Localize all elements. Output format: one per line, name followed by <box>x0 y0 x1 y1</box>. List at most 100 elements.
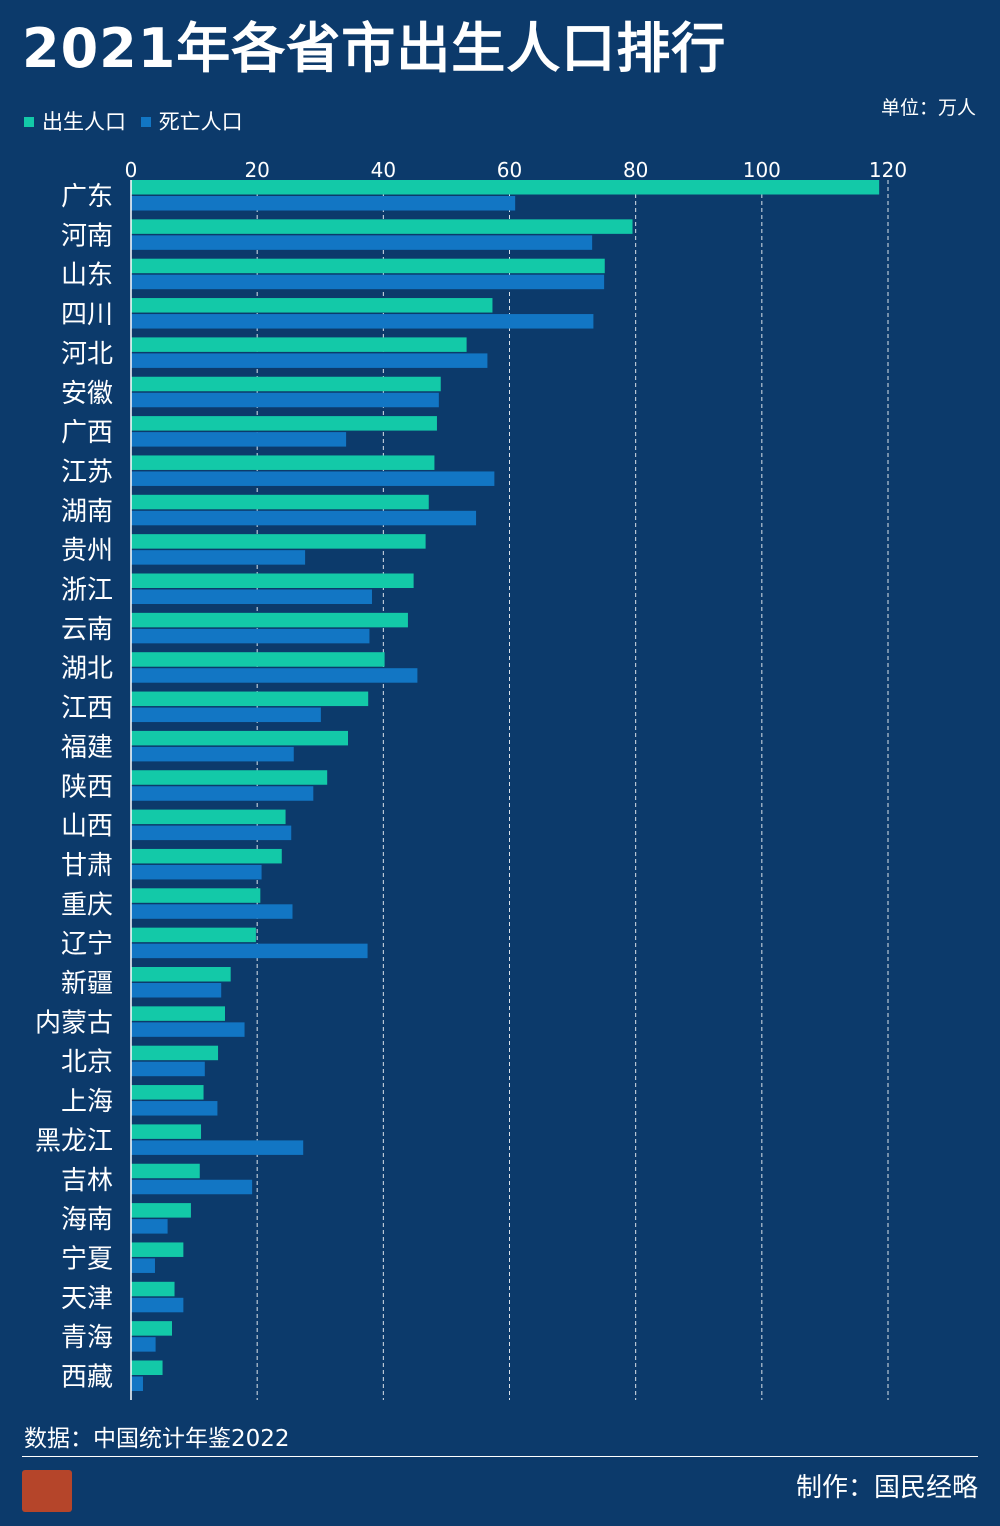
legend-swatch-deaths <box>140 117 151 127</box>
legend-item-deaths: 死亡人口 <box>140 108 243 136</box>
bar-deaths-2 <box>131 274 605 290</box>
category-label-6: 广西 <box>61 418 113 448</box>
bar-deaths-28 <box>131 1297 184 1313</box>
x-tick-label-40: 40 <box>371 158 396 182</box>
bar-births-27 <box>131 1242 184 1257</box>
bar-births-23 <box>131 1085 204 1100</box>
bar-births-15 <box>131 770 328 785</box>
bar-births-8 <box>131 494 429 510</box>
category-label-7: 江苏 <box>61 457 113 487</box>
bar-births-4 <box>131 337 467 352</box>
category-label-3: 四川 <box>61 300 113 330</box>
bar-deaths-25 <box>131 1179 253 1195</box>
bar-deaths-18 <box>131 904 293 919</box>
x-tick-label-120: 120 <box>869 158 907 182</box>
category-label-18: 重庆 <box>61 890 113 920</box>
category-label-21: 内蒙古 <box>35 1008 113 1038</box>
bar-deaths-11 <box>131 628 370 644</box>
x-tick-label-0: 0 <box>125 158 138 182</box>
footer-divider <box>22 1456 978 1457</box>
bar-deaths-3 <box>131 314 594 329</box>
chart-title: 2021年各省市出生人口排行 <box>22 17 727 80</box>
bar-births-6 <box>131 416 437 431</box>
bar-deaths-15 <box>131 786 314 801</box>
bar-births-11 <box>131 612 408 628</box>
category-label-10: 浙江 <box>61 576 113 606</box>
category-label-24: 黑龙江 <box>35 1126 113 1156</box>
legend-label-births: 出生人口 <box>42 110 126 134</box>
bar-births-20 <box>131 967 231 982</box>
bar-deaths-29 <box>131 1337 156 1352</box>
bar-births-30 <box>131 1360 163 1375</box>
bar-deaths-12 <box>131 668 418 683</box>
bar-deaths-27 <box>131 1258 155 1273</box>
bar-deaths-19 <box>131 943 368 959</box>
bar-births-0 <box>131 180 880 195</box>
x-tick-label-20: 20 <box>244 158 269 182</box>
bar-deaths-1 <box>131 235 593 250</box>
category-label-30: 西藏 <box>61 1363 113 1393</box>
category-label-26: 海南 <box>61 1205 113 1235</box>
category-label-8: 湖南 <box>61 497 113 527</box>
legend-item-births: 出生人口 <box>24 108 126 136</box>
bar-deaths-30 <box>131 1376 143 1391</box>
bar-births-1 <box>131 219 633 234</box>
category-label-0: 广东 <box>61 182 113 212</box>
legend: 出生人口 死亡人口 <box>24 108 251 136</box>
bar-births-5 <box>131 376 441 392</box>
category-label-5: 安徽 <box>61 379 113 409</box>
category-label-19: 辽宁 <box>61 930 113 960</box>
bar-deaths-26 <box>131 1219 168 1234</box>
bar-deaths-0 <box>131 196 516 211</box>
category-label-15: 陕西 <box>61 772 113 802</box>
bar-births-18 <box>131 888 261 903</box>
bar-deaths-5 <box>131 392 439 408</box>
bar-births-9 <box>131 534 426 549</box>
credit-text: 制作：国民经略 <box>795 1473 978 1503</box>
category-label-27: 宁夏 <box>61 1244 113 1274</box>
category-label-2: 山东 <box>61 261 113 291</box>
category-label-29: 青海 <box>61 1323 113 1353</box>
bar-births-13 <box>131 691 369 707</box>
bar-births-17 <box>131 848 282 864</box>
bar-births-26 <box>131 1203 191 1218</box>
x-tick-label-80: 80 <box>623 158 648 182</box>
bar-births-16 <box>131 809 286 825</box>
x-tick-label-100: 100 <box>743 158 781 182</box>
legend-label-deaths: 死亡人口 <box>158 110 243 134</box>
category-label-4: 河北 <box>61 339 113 369</box>
bar-births-14 <box>131 730 349 746</box>
bar-births-25 <box>131 1163 200 1179</box>
category-label-13: 江西 <box>61 694 113 724</box>
bar-deaths-24 <box>131 1140 304 1155</box>
bar-births-3 <box>131 298 493 313</box>
legend-swatch-births <box>24 117 34 127</box>
bar-deaths-20 <box>131 983 222 998</box>
bar-deaths-7 <box>131 471 495 486</box>
unit-label: 单位：万人 <box>880 97 976 119</box>
bar-births-2 <box>131 258 605 274</box>
bar-deaths-16 <box>131 825 292 841</box>
bar-births-29 <box>131 1321 173 1336</box>
bar-births-19 <box>131 927 256 943</box>
category-label-28: 天津 <box>61 1284 113 1314</box>
bar-deaths-23 <box>131 1101 218 1116</box>
bar-births-12 <box>131 652 385 667</box>
category-label-22: 北京 <box>61 1048 113 1078</box>
bar-deaths-9 <box>131 550 306 565</box>
bar-births-28 <box>131 1281 175 1297</box>
bar-births-22 <box>131 1045 219 1061</box>
bar-births-24 <box>131 1124 202 1139</box>
bar-deaths-22 <box>131 1061 205 1077</box>
bar-births-7 <box>131 455 435 470</box>
bar-births-10 <box>131 573 414 588</box>
bar-deaths-6 <box>131 432 347 447</box>
data-source: 数据：中国统计年鉴2022 <box>24 1426 290 1452</box>
category-label-12: 湖北 <box>61 654 113 684</box>
category-label-16: 山西 <box>61 812 113 842</box>
seal-stamp-logo <box>22 1470 72 1512</box>
bar-deaths-14 <box>131 746 294 762</box>
bar-deaths-10 <box>131 589 372 604</box>
bar-deaths-8 <box>131 510 477 526</box>
bar-births-21 <box>131 1006 225 1021</box>
